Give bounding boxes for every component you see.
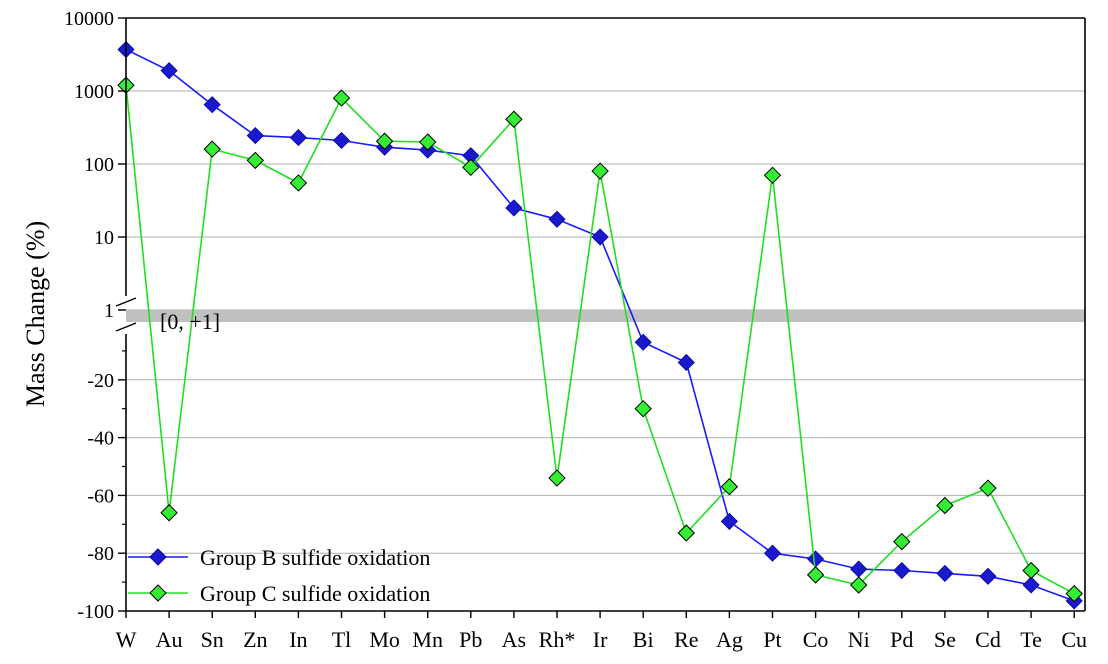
data-point-in <box>289 129 307 147</box>
y-tick-label: -80 <box>87 543 114 565</box>
data-point-sn <box>203 140 221 158</box>
x-tick-label: Au <box>156 627 183 652</box>
x-tick-label: Pt <box>763 627 781 652</box>
x-tick-label: Se <box>934 627 956 652</box>
x-tick-label: Ag <box>716 627 743 652</box>
legend-label: Group C sulfide oxidation <box>200 581 430 606</box>
x-tick-label: Ir <box>593 627 608 652</box>
data-point-pt <box>763 166 782 185</box>
data-point-se <box>936 564 954 582</box>
band-label: [0, +1] <box>160 309 220 334</box>
data-point-re <box>677 524 696 542</box>
data-point-in <box>289 174 308 192</box>
y-axis-title: Mass Change (%) <box>21 221 50 407</box>
legend-item: Group C sulfide oxidation <box>128 581 430 606</box>
y-tick-label: 10 <box>94 227 114 249</box>
data-point-zn <box>246 151 265 170</box>
legend-item: Group B sulfide oxidation <box>128 545 430 570</box>
x-tick-label: Mn <box>412 627 443 652</box>
data-point-au <box>160 504 178 522</box>
data-point-rhstar <box>548 210 566 228</box>
x-tick-label: Pb <box>459 627 482 652</box>
data-point-ni <box>849 576 868 594</box>
x-tick-label: As <box>502 627 526 652</box>
x-tick-label: In <box>289 627 307 652</box>
data-point-te <box>1022 561 1040 580</box>
data-point-ag <box>720 512 738 530</box>
data-point-mo <box>375 132 394 150</box>
x-tick-label: Sn <box>201 627 224 652</box>
x-tick-label: Cu <box>1061 627 1087 652</box>
y-tick-label: -100 <box>77 601 114 623</box>
x-tick-label: Bi <box>633 627 654 652</box>
axis-break-mark <box>115 322 137 332</box>
x-tick-label: Ni <box>848 627 870 652</box>
data-point-sn <box>203 96 221 114</box>
data-point-as <box>505 110 523 128</box>
data-point-as <box>505 199 523 217</box>
data-point-te <box>1022 576 1040 594</box>
data-point-rhstar <box>548 469 566 487</box>
y-tick-label: 1 <box>104 300 114 322</box>
data-point-zn <box>246 127 264 145</box>
legend-marker <box>149 584 167 602</box>
data-point-cd <box>979 567 997 585</box>
x-tick-label: Rh* <box>539 627 576 652</box>
data-point-bi <box>634 399 652 418</box>
y-tick-label: 100 <box>84 154 114 176</box>
data-point-pd <box>893 561 911 580</box>
data-point-tl <box>332 131 351 150</box>
x-tick-label: Zn <box>243 627 267 652</box>
legend-label: Group B sulfide oxidation <box>200 545 430 570</box>
data-point-ir <box>591 162 609 180</box>
x-tick-label: Tl <box>332 627 352 652</box>
data-point-ag <box>720 478 739 496</box>
data-point-bi <box>634 333 652 351</box>
y-tick-label: 1000 <box>74 81 114 103</box>
data-point-pd <box>893 532 911 551</box>
x-tick-label: Re <box>674 627 698 652</box>
data-point-au <box>160 62 178 80</box>
series-group-b <box>117 40 1083 610</box>
data-point-cd <box>979 479 997 497</box>
y-tick-label: -20 <box>87 370 114 392</box>
x-tick-label: Mo <box>369 627 400 652</box>
data-point-pt <box>763 544 782 562</box>
y-tick-label: 10000 <box>64 8 114 30</box>
series-group-c <box>117 76 1083 603</box>
data-point-ir <box>591 228 609 246</box>
zero-to-one-band <box>126 310 1085 322</box>
legend-marker <box>149 548 167 566</box>
x-tick-label: Pd <box>890 627 913 652</box>
data-point-co <box>806 566 825 584</box>
data-point-mn <box>418 133 437 151</box>
axis-break-mark <box>115 297 137 307</box>
legend: Group B sulfide oxidation Group C sulfide… <box>128 545 430 606</box>
data-point-cu <box>1065 584 1083 603</box>
y-tick-label: -40 <box>87 428 114 450</box>
data-point-tl <box>332 89 351 107</box>
y-tick-label: -60 <box>87 485 114 507</box>
data-point-re <box>677 353 695 372</box>
x-tick-label: Te <box>1020 627 1042 652</box>
data-point-pb <box>462 158 480 177</box>
x-tick-label: Cd <box>975 627 1001 652</box>
x-tick-label: Co <box>803 627 829 652</box>
x-tick-label: W <box>116 627 137 652</box>
data-point-se <box>936 496 954 515</box>
